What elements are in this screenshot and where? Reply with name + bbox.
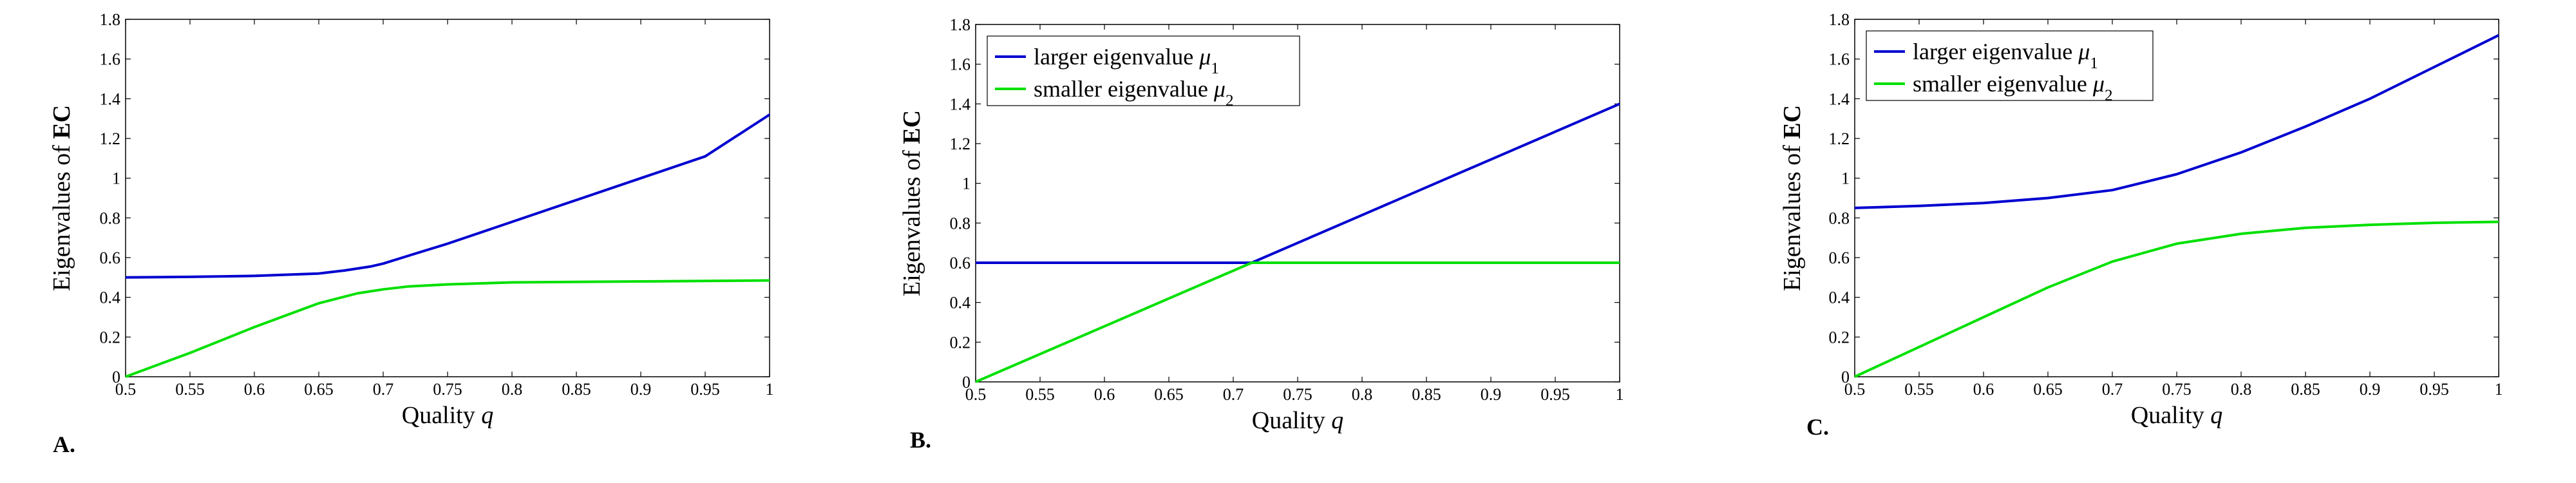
x-tick-label: 0.8 xyxy=(502,380,523,399)
x-tick-label: 1 xyxy=(2495,380,2503,399)
x-axis-label: Quality q xyxy=(2131,402,2222,429)
x-tick-label: 0.6 xyxy=(1973,380,1994,399)
y-tick-label: 1.6 xyxy=(100,50,121,69)
panel-label: B. xyxy=(910,427,931,453)
y-tick-label: 0.4 xyxy=(950,294,971,312)
panel-label: A. xyxy=(53,431,75,457)
y-tick-label: 1.8 xyxy=(1829,10,1850,29)
x-tick-label: 0.65 xyxy=(304,380,334,399)
series-line-2 xyxy=(1854,220,2499,378)
x-tick-label: 0.75 xyxy=(433,380,462,399)
x-tick-label: 0.65 xyxy=(2033,380,2063,399)
chart-panel-b: 0.5 0.55 0.6 0.65 0.7 0.75 0.8 0.85 0.9 0.95 1 0 0.2… xyxy=(898,15,1624,453)
y-tick-label: 1.4 xyxy=(950,95,971,113)
y-tick-label: 1 xyxy=(1841,169,1850,188)
y-tick-label: 1.4 xyxy=(100,90,121,108)
x-tick-label: 0.55 xyxy=(1904,380,1934,399)
series-line-1 xyxy=(125,113,771,279)
x-tick-label: 0.9 xyxy=(2360,380,2381,399)
x-tick-label: 0.55 xyxy=(175,380,205,399)
x-tick-label: 0.8 xyxy=(2231,380,2252,399)
x-tick-label: 0.9 xyxy=(630,380,652,399)
y-tick-label: 1 xyxy=(962,175,971,193)
y-tick-label: 1.6 xyxy=(1829,50,1850,69)
x-tick-label: 0.95 xyxy=(690,380,720,399)
y-tick-label: 1.8 xyxy=(950,15,971,34)
legend-entry: larger eigenvalue μ1 xyxy=(1913,39,2098,72)
y-tick-label: 1.6 xyxy=(950,55,971,74)
x-tick-label: 0.95 xyxy=(1540,385,1570,404)
series-line-2 xyxy=(125,279,770,378)
y-tick-label: 1 xyxy=(112,169,120,188)
legend-box xyxy=(987,35,1300,106)
x-axis-label: Quality q xyxy=(1252,407,1343,434)
y-tick-label: 0.6 xyxy=(100,249,121,267)
x-tick-label: 0.6 xyxy=(244,380,265,399)
panel-label: C. xyxy=(1806,414,1829,440)
x-tick-label: 0.5 xyxy=(1844,380,1866,399)
y-tick-label: 0.4 xyxy=(1829,289,1850,307)
axes-frame xyxy=(125,19,770,377)
series-line-1 xyxy=(1854,33,2499,209)
legend-entry: larger eigenvalue μ1 xyxy=(1034,44,1219,77)
y-axis-label: Eigenvalues of EC xyxy=(48,105,75,291)
x-tick-label: 0.95 xyxy=(2420,380,2449,399)
x-tick-label: 0.7 xyxy=(1223,385,1244,404)
y-tick-label: 0 xyxy=(962,373,971,392)
x-tick-label: 0.5 xyxy=(965,385,987,404)
y-tick-label: 1.8 xyxy=(100,10,121,29)
y-tick-label: 0 xyxy=(1841,368,1850,386)
y-tick-label: 1.2 xyxy=(100,129,121,148)
x-axis-label: Quality q xyxy=(402,402,493,429)
y-tick-label: 0.8 xyxy=(950,214,971,232)
y-tick-label: 0 xyxy=(112,368,120,386)
x-tick-label: 1 xyxy=(1616,385,1624,404)
legend-entry: smaller eigenvalue μ2 xyxy=(1913,71,2113,104)
y-tick-label: 1.2 xyxy=(950,135,971,153)
x-tick-label: 0.6 xyxy=(1094,385,1115,404)
y-tick-label: 0.6 xyxy=(1829,249,1850,267)
series-line-2 xyxy=(975,261,1620,383)
x-tick-label: 0.75 xyxy=(2162,380,2192,399)
y-tick-label: 0.8 xyxy=(1829,209,1850,227)
y-tick-label: 0.4 xyxy=(100,289,121,307)
x-tick-label: 0.85 xyxy=(2291,380,2320,399)
x-tick-label: 0.5 xyxy=(115,380,137,399)
x-tick-label: 0.85 xyxy=(562,380,591,399)
x-tick-label: 0.7 xyxy=(2102,380,2123,399)
x-tick-label: 0.55 xyxy=(1025,385,1055,404)
y-tick-label: 0.8 xyxy=(100,209,121,227)
y-axis-label: Eigenvalues of EC xyxy=(1779,105,1806,291)
x-tick-label: 0.65 xyxy=(1154,385,1184,404)
y-tick-label: 0.6 xyxy=(950,254,971,272)
legend-box xyxy=(1866,30,2154,101)
x-tick-label: 0.85 xyxy=(1412,385,1441,404)
y-axis-label: Eigenvalues of EC xyxy=(898,110,925,296)
chart-panel-c: 0.5 0.55 0.6 0.65 0.7 0.75 0.8 0.85 0.9 0.95 1 0 0.2… xyxy=(1779,10,2503,440)
y-tick-label: 0.2 xyxy=(1829,328,1850,346)
x-tick-label: 0.7 xyxy=(373,380,394,399)
x-tick-label: 1 xyxy=(766,380,774,399)
series-line-1 xyxy=(976,102,1620,264)
chart-panel-a: 0.5 0.55 0.6 0.65 0.7 0.75 0.8 0.85 0.9 0.95 1 0 0.2… xyxy=(48,10,774,457)
y-tick-label: 0.2 xyxy=(100,328,121,346)
y-tick-label: 1.2 xyxy=(1829,129,1850,148)
y-tick-label: 1.4 xyxy=(1829,90,1850,108)
x-tick-label: 0.9 xyxy=(1481,385,1502,404)
x-tick-label: 0.8 xyxy=(1352,385,1373,404)
legend-entry: smaller eigenvalue μ2 xyxy=(1034,76,1234,109)
x-tick-label: 0.75 xyxy=(1283,385,1312,404)
y-tick-label: 0.2 xyxy=(950,333,971,352)
